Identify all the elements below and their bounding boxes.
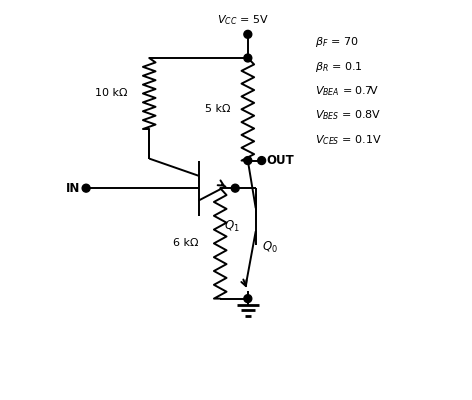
Text: $V_{BES}$ = 0.8V: $V_{BES}$ = 0.8V [315,109,381,122]
Text: $V_{CES}$ = 0.1V: $V_{CES}$ = 0.1V [315,133,382,147]
Circle shape [244,30,252,38]
Text: $Q_0$: $Q_0$ [261,240,278,254]
Text: 5 kΩ: 5 kΩ [204,104,230,114]
Text: $\beta_F$ = 70: $\beta_F$ = 70 [315,35,359,49]
Text: OUT: OUT [266,154,294,167]
Circle shape [258,157,266,164]
Circle shape [244,295,252,302]
Text: IN: IN [66,182,80,195]
Text: 10 kΩ: 10 kΩ [95,88,127,98]
Text: $V_{CC}$ = 5V: $V_{CC}$ = 5V [217,14,269,27]
Circle shape [244,54,252,62]
Text: 6 kΩ: 6 kΩ [173,238,199,248]
Text: $V_{BEA}$ = 0.7V: $V_{BEA}$ = 0.7V [315,84,379,98]
Circle shape [231,184,239,192]
Circle shape [82,184,90,192]
Text: $Q_1$: $Q_1$ [224,219,240,234]
Circle shape [244,157,252,164]
Text: $\beta_R$ = 0.1: $\beta_R$ = 0.1 [315,60,362,74]
